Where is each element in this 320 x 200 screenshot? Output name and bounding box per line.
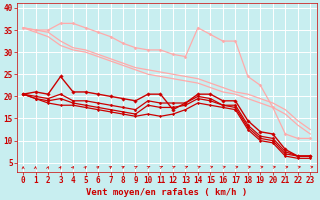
X-axis label: Vent moyen/en rafales ( km/h ): Vent moyen/en rafales ( km/h ) [86, 188, 247, 197]
